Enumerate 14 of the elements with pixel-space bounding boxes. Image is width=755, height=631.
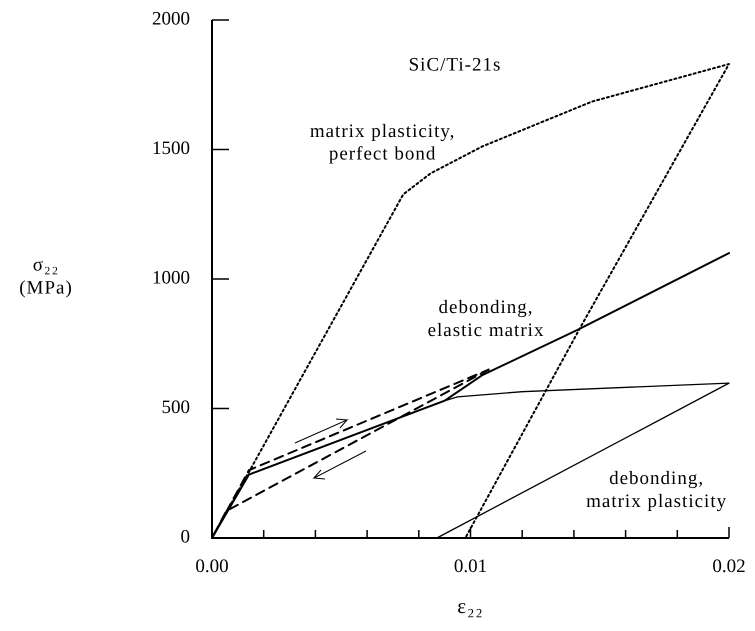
y-axis-title: σ₂₂ (MPa) — [19, 254, 73, 299]
x-tick-label: 0.00 — [195, 556, 229, 577]
y-tick-label: 2000 — [152, 8, 190, 30]
y-tick-label: 1000 — [152, 267, 190, 288]
annotation: debonding, elastic matrix — [428, 297, 544, 342]
x-tick-label: 0.01 — [454, 556, 488, 577]
y-tick-label: 1500 — [152, 138, 190, 159]
annotation: SiC/Ti-21s — [408, 54, 502, 76]
annotation: matrix plasticity, perfect bond — [310, 121, 456, 166]
x-tick-label: 0.02 — [712, 556, 746, 577]
y-tick-label: 500 — [162, 396, 190, 418]
y-tick-label: 0 — [180, 526, 190, 548]
x-axis-title: ε₂₂ — [457, 594, 484, 618]
annotation: debonding, matrix plasticity — [586, 468, 728, 512]
